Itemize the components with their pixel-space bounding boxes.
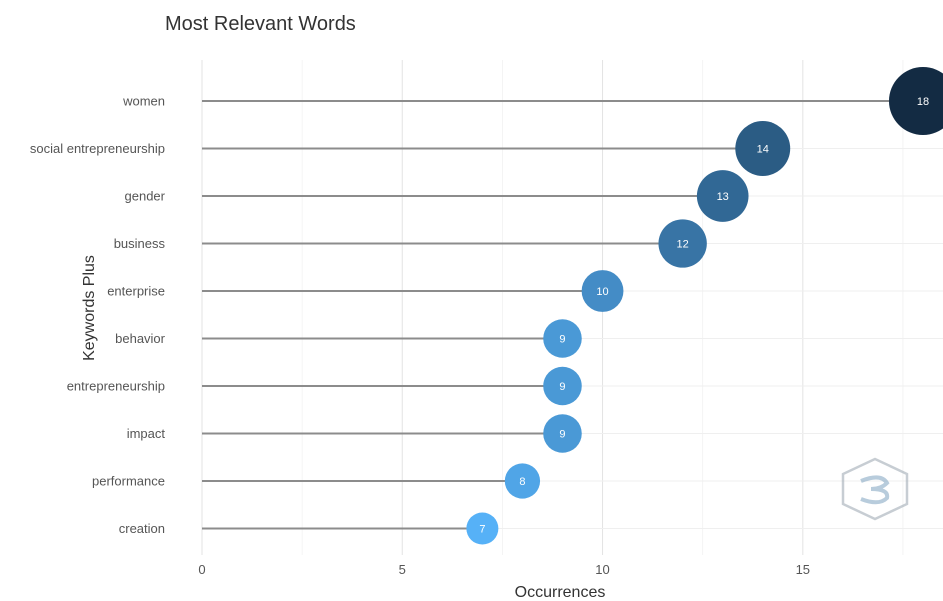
data-label: 7	[479, 524, 485, 536]
data-label: 8	[519, 476, 525, 488]
category-label: impact	[127, 426, 166, 441]
category-label: social entrepreneurship	[30, 141, 165, 156]
data-label: 14	[757, 144, 769, 156]
lollipop-bubble	[466, 512, 499, 545]
x-tick-label: 0	[198, 562, 205, 577]
lollipop-bubble	[504, 463, 541, 499]
lollipop-bubble	[543, 319, 582, 358]
lollipop-bubble	[581, 270, 624, 312]
lollipop-bubble	[888, 67, 943, 135]
lollipop-bubble	[658, 219, 707, 268]
category-label: creation	[119, 521, 165, 536]
category-label: entrepreneurship	[67, 379, 165, 394]
lollipop-bubble	[696, 170, 749, 222]
data-label: 12	[677, 239, 689, 251]
x-tick-label: 15	[796, 562, 810, 577]
y-axis-label: Keywords Plus	[81, 255, 98, 361]
category-label: enterprise	[107, 284, 165, 299]
data-label: 9	[559, 429, 565, 441]
category-label: behavior	[115, 331, 166, 346]
lollipop-bubble	[735, 121, 791, 176]
data-label: 10	[596, 286, 608, 298]
lollipop-bubble	[543, 366, 582, 406]
x-tick-label: 10	[595, 562, 609, 577]
category-label: performance	[92, 474, 165, 489]
hexagon-outline	[841, 457, 909, 521]
data-label: 9	[559, 381, 565, 393]
x-tick-label: 5	[399, 562, 406, 577]
logo-mark	[860, 487, 890, 505]
hexagon-logo-icon	[841, 457, 909, 521]
data-label: 13	[717, 191, 729, 203]
category-label: business	[114, 236, 166, 251]
category-label: gender	[125, 189, 166, 204]
x-axis-label: Occurrences	[515, 584, 606, 601]
data-label: 18	[917, 96, 929, 108]
lollipop-bubble	[543, 414, 582, 453]
chart-title: Most Relevant Words	[165, 13, 356, 35]
data-label: 9	[559, 334, 565, 346]
category-label: women	[122, 94, 165, 109]
